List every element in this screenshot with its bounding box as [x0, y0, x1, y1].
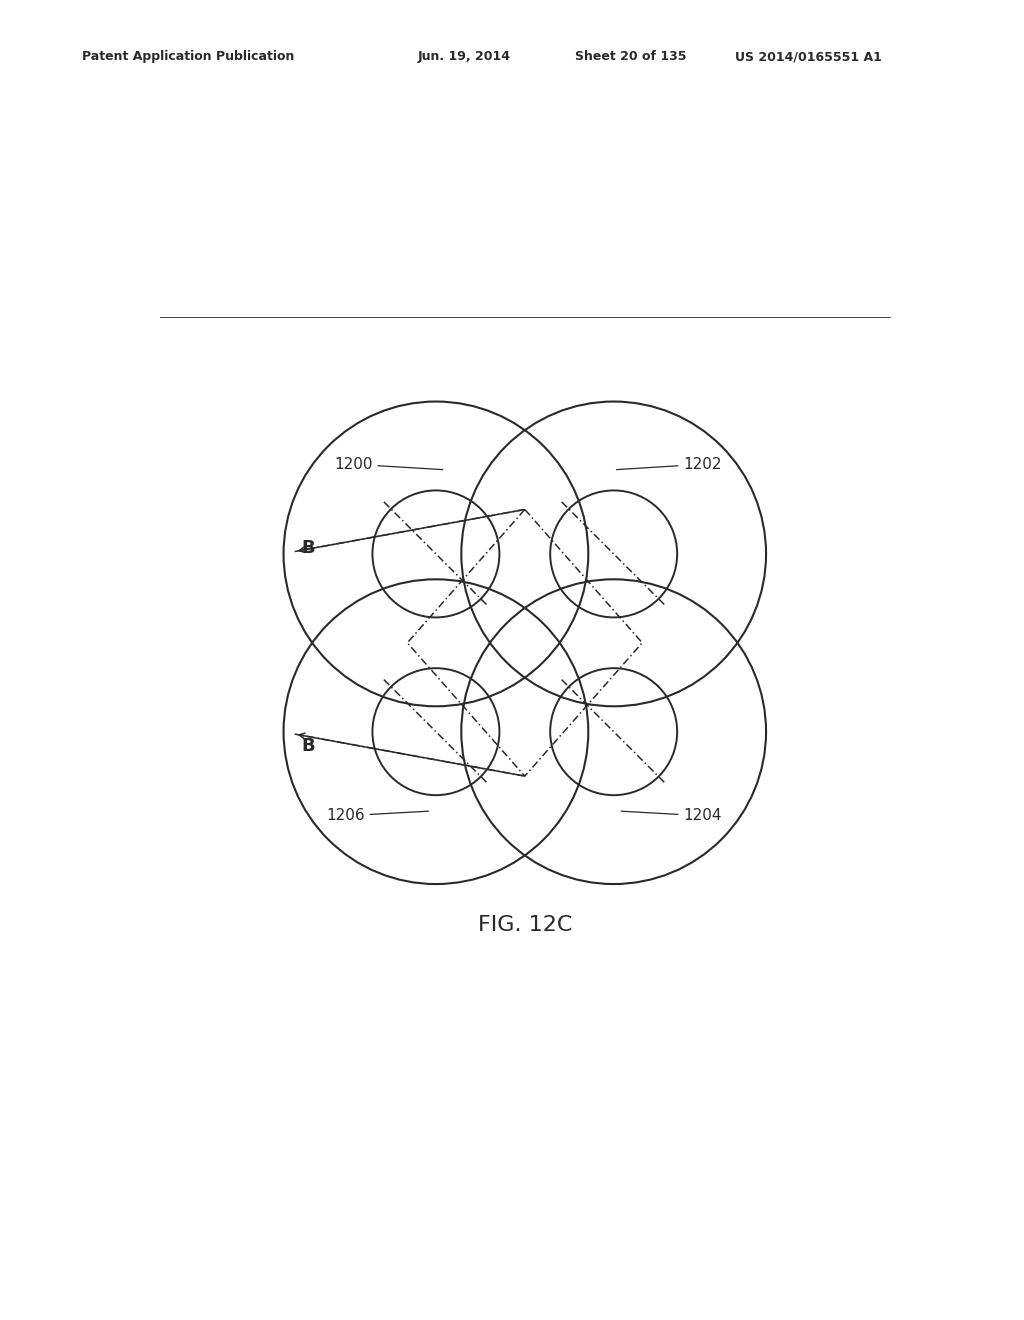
Text: 1206: 1206 [326, 808, 428, 824]
Text: US 2014/0165551 A1: US 2014/0165551 A1 [735, 50, 882, 63]
Text: B: B [301, 539, 314, 557]
Text: 1204: 1204 [622, 808, 722, 824]
Text: Jun. 19, 2014: Jun. 19, 2014 [418, 50, 511, 63]
Text: B: B [301, 737, 314, 755]
Text: Patent Application Publication: Patent Application Publication [82, 50, 294, 63]
Text: Sheet 20 of 135: Sheet 20 of 135 [575, 50, 687, 63]
Text: FIG. 12C: FIG. 12C [477, 915, 572, 935]
Text: 1202: 1202 [616, 457, 722, 471]
Text: 1200: 1200 [334, 457, 442, 471]
